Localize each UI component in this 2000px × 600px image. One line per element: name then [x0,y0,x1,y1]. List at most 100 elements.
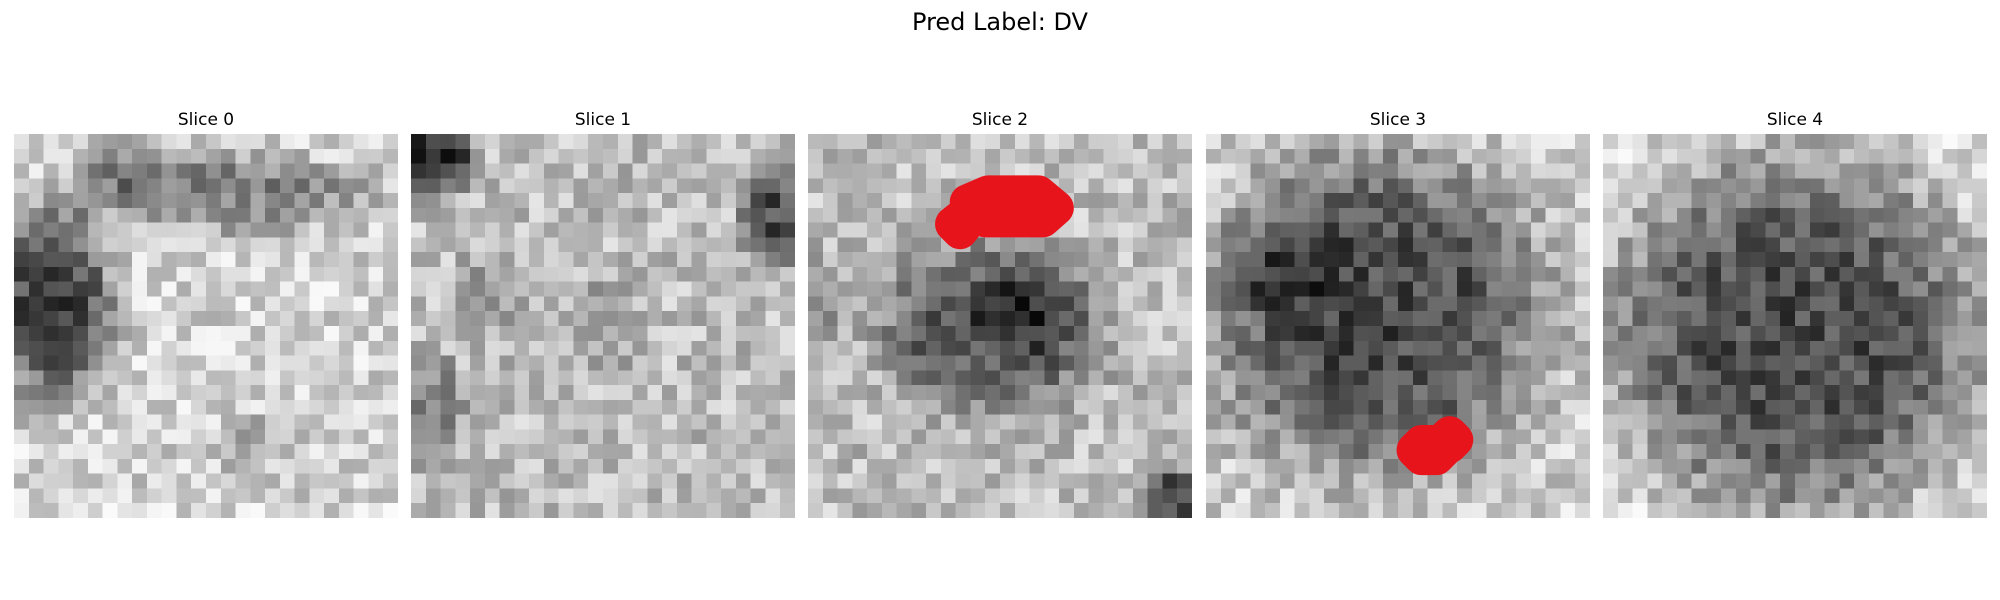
pixel [440,355,456,371]
pixel [1913,207,1929,223]
pixel [1662,252,1678,268]
pixel [425,311,441,327]
pixel [470,326,486,342]
pixel [73,163,89,179]
pixel [706,163,722,179]
pixel [647,370,663,386]
pixel [309,178,325,194]
pixel [780,473,795,489]
pixel [676,178,692,194]
pixel [28,385,44,401]
pixel [58,458,74,474]
pixel [87,163,103,179]
pixel [1545,148,1561,164]
pixel [220,370,236,386]
pixel [1073,222,1089,238]
pixel [1560,458,1576,474]
pixel [368,266,384,282]
pixel [1294,311,1310,327]
pixel [1044,473,1060,489]
pixel [573,473,589,489]
pixel [970,399,986,415]
pixel [338,296,354,312]
pixel [235,503,251,518]
pixel [73,252,89,268]
pixel [1676,503,1692,518]
pixel [691,370,707,386]
pixel [1368,370,1384,386]
pixel [706,207,722,223]
pixel [1942,207,1958,223]
pixel [1000,414,1016,430]
pixel [411,473,427,489]
pixel [368,252,384,268]
pixel [1073,178,1089,194]
pixel [1868,488,1884,504]
pixel [440,266,456,282]
pixel [1118,503,1134,518]
pixel [1442,340,1458,356]
pixel [87,252,103,268]
pixel [822,266,838,282]
pixel [955,458,971,474]
pixel [161,326,177,342]
pixel [440,473,456,489]
pixel [455,252,471,268]
pixel [1103,355,1119,371]
pixel [1780,340,1796,356]
pixel [1088,444,1104,460]
pixel [1427,311,1443,327]
pixel [632,281,648,297]
pixel [1647,458,1663,474]
pixel [411,399,427,415]
pixel [1721,311,1737,327]
pixel [117,399,133,415]
pixel [425,163,441,179]
pixel [383,414,398,430]
pixel [265,385,281,401]
pixel [455,355,471,371]
pixel [191,207,207,223]
pixel [1824,340,1840,356]
pixel [765,340,781,356]
pixel [867,163,883,179]
pixel [176,193,192,209]
pixel [1957,385,1973,401]
pixel [647,414,663,430]
pixel [1265,237,1281,253]
pixel [1073,207,1089,223]
pixel [1647,222,1663,238]
pixel [279,163,295,179]
pixel [1795,252,1811,268]
pixel [1132,252,1148,268]
pixel [14,503,30,518]
pixel [1750,429,1766,445]
pixel [1662,488,1678,504]
pixel [1398,178,1414,194]
pixel [1398,385,1414,401]
pixel [499,429,515,445]
pixel [1368,207,1384,223]
pixel [309,444,325,460]
pixel [1795,207,1811,223]
pixel [1706,370,1722,386]
pixel [1103,163,1119,179]
pixel [235,444,251,460]
pixel [484,414,500,430]
pixel [1575,458,1590,474]
pixel [1854,311,1870,327]
pixel [14,222,30,238]
pixel [1279,148,1295,164]
pixel [1972,163,1987,179]
pixel [1294,414,1310,430]
pixel [603,193,619,209]
pixel [1279,252,1295,268]
pixel [1839,207,1855,223]
pixel [822,399,838,415]
pixel [1560,503,1576,518]
pixel [1795,488,1811,504]
pixel [837,488,853,504]
pixel [1795,266,1811,282]
pixel [265,399,281,415]
pixel [484,207,500,223]
